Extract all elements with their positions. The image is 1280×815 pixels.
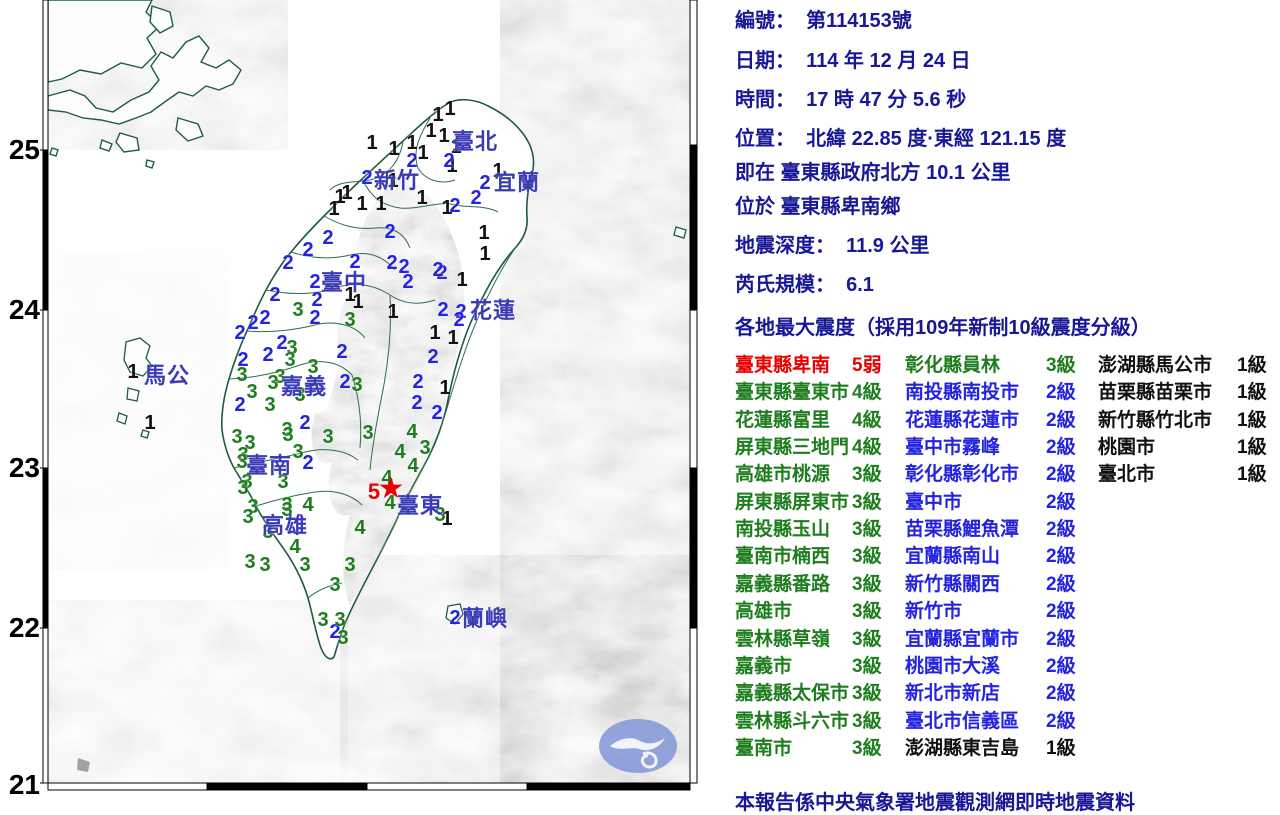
report-footnote: 本報告係中央氣象署地震觀測網即時地震資料	[735, 792, 1135, 814]
intensity-location: 雲林縣斗六市	[735, 710, 850, 732]
report-line: 位於 臺東縣卑南鄉	[735, 196, 901, 218]
report-line: 芮氏規模： 6.1	[735, 274, 874, 296]
intensity-level: 2級	[1046, 491, 1076, 513]
intensity-location: 臺北市	[1098, 464, 1156, 486]
intensity-location: 彰化縣彰化市	[905, 464, 1020, 486]
intensity-level: 3級	[1046, 355, 1076, 376]
intensity-location: 臺東縣卑南	[735, 355, 831, 376]
offshore-islands	[116, 226, 687, 625]
intensity-location: 南投縣玉山	[735, 519, 831, 541]
intensity-level: 4級	[852, 437, 882, 459]
taiwan-island	[221, 98, 535, 660]
intensity-level: 2級	[1046, 382, 1076, 404]
intensity-location: 臺中市霧峰	[905, 437, 1001, 459]
intensity-level: 3級	[852, 464, 882, 486]
report-line: 位置： 北緯 22.85 度·東經 121.15 度	[735, 128, 1067, 150]
intensity-level: 2級	[1046, 655, 1076, 677]
intensity-level: 2級	[1046, 573, 1076, 595]
report-line: 地震深度： 11.9 公里	[735, 235, 930, 257]
intensity-location: 雲林縣草嶺	[735, 628, 831, 650]
intensity-location: 屏東縣屏東市	[735, 491, 850, 513]
intensity-level: 2級	[1046, 519, 1076, 541]
taiwan-intensity-map	[40, 0, 698, 791]
intensity-level: 1級	[1237, 409, 1267, 431]
cwa-logo	[599, 719, 677, 773]
intensity-location: 桃園市大溪	[905, 655, 1001, 677]
intensity-level: 2級	[1046, 437, 1076, 459]
map-frame	[40, 0, 698, 791]
intensity-level: 2級	[1046, 464, 1076, 486]
intensity-level: 3級	[852, 710, 882, 732]
intensity-location: 澎湖縣馬公市	[1098, 355, 1213, 376]
report-line: 日期： 114 年 12 月 24 日	[735, 50, 971, 72]
intensity-level: 2級	[1046, 710, 1076, 732]
china-coastline	[47, 0, 242, 169]
intensity-level: 2級	[1046, 546, 1076, 568]
intensity-level: 3級	[852, 519, 882, 541]
intensity-location: 臺南市	[735, 737, 793, 759]
intensity-location: 屏東縣三地門	[735, 437, 850, 459]
report-line: 編號： 第114153號	[735, 10, 912, 32]
intensity-level: 3級	[852, 737, 882, 759]
intensity-level: 2級	[1046, 628, 1076, 650]
intensity-level: 2級	[1046, 683, 1076, 705]
intensity-location: 宜蘭縣南山	[905, 546, 1001, 568]
intensity-level: 4級	[852, 382, 882, 404]
county-boundaries	[228, 117, 517, 599]
intensity-location: 桃園市	[1098, 437, 1156, 459]
map-pane: 25 24 23 22 21 1 1 1 1 1 1 1 1 1 1 1 1 1 1 1 1 1 1 1 1 1 1 1 1 1 1 1 1 1 1…	[8, 0, 698, 800]
intensity-level: 2級	[1046, 601, 1076, 623]
intensity-level: 4級	[852, 409, 882, 431]
intensity-level: 3級	[852, 546, 882, 568]
intensity-level: 3級	[852, 628, 882, 650]
intensity-level: 1級	[1237, 437, 1267, 459]
intensity-location: 花蓮縣富里	[735, 409, 831, 431]
intensity-level: 1級	[1237, 464, 1267, 486]
intensity-level: 3級	[852, 491, 882, 513]
intensity-location: 新竹縣竹北市	[1098, 409, 1213, 431]
report-pane: 編號： 第114153號日期： 114 年 12 月 24 日時間： 17 時 …	[700, 0, 1280, 814]
earthquake-report-window: 25 24 23 22 21 1 1 1 1 1 1 1 1 1 1 1 1 1 1 1 1 1 1 1 1 1 1 1 1 1 1 1 1 1 1…	[8, 0, 1280, 814]
intensity-location: 新北市新店	[905, 683, 1001, 705]
intensity-level: 3級	[852, 655, 882, 677]
report-line: 時間： 17 時 47 分 5.6 秒	[735, 89, 967, 111]
intensity-location: 臺中市	[905, 491, 963, 513]
intensity-level: 2級	[1046, 409, 1076, 431]
intensity-location: 澎湖縣東吉島	[905, 737, 1020, 759]
intensity-location: 臺南市楠西	[735, 546, 831, 568]
intensity-level: 1級	[1046, 737, 1076, 759]
report-line: 即在 臺東縣政府北方 10.1 公里	[735, 162, 1011, 184]
intensity-level: 5弱	[852, 355, 882, 376]
intensity-location: 苗栗縣苗栗市	[1098, 382, 1213, 404]
intensity-location: 高雄市	[735, 601, 793, 623]
intensity-location: 彰化縣員林	[905, 355, 1001, 376]
intensity-location: 新竹縣關西	[905, 573, 1001, 595]
intensity-location: 臺東縣臺東市	[735, 382, 850, 404]
intensity-location: 南投縣南投市	[905, 382, 1020, 404]
intensity-level: 3級	[852, 573, 882, 595]
intensity-location: 高雄市桃源	[735, 464, 831, 486]
intensity-heading: 各地最大震度（採用109年新制10級震度分級）	[735, 317, 1151, 339]
intensity-level: 1級	[1237, 382, 1267, 404]
intensity-level: 1級	[1237, 355, 1267, 376]
intensity-level: 3級	[852, 683, 882, 705]
intensity-location: 嘉義縣番路	[735, 573, 831, 595]
intensity-location: 嘉義市	[735, 655, 793, 677]
intensity-location: 嘉義縣太保市	[735, 683, 850, 705]
intensity-location: 花蓮縣花蓮市	[905, 409, 1020, 431]
intensity-location: 宜蘭縣宜蘭市	[905, 628, 1020, 650]
intensity-level: 3級	[852, 601, 882, 623]
intensity-location: 苗栗縣鯉魚潭	[905, 519, 1020, 541]
intensity-location: 臺北市信義區	[905, 710, 1020, 732]
intensity-location: 新竹市	[905, 601, 963, 623]
